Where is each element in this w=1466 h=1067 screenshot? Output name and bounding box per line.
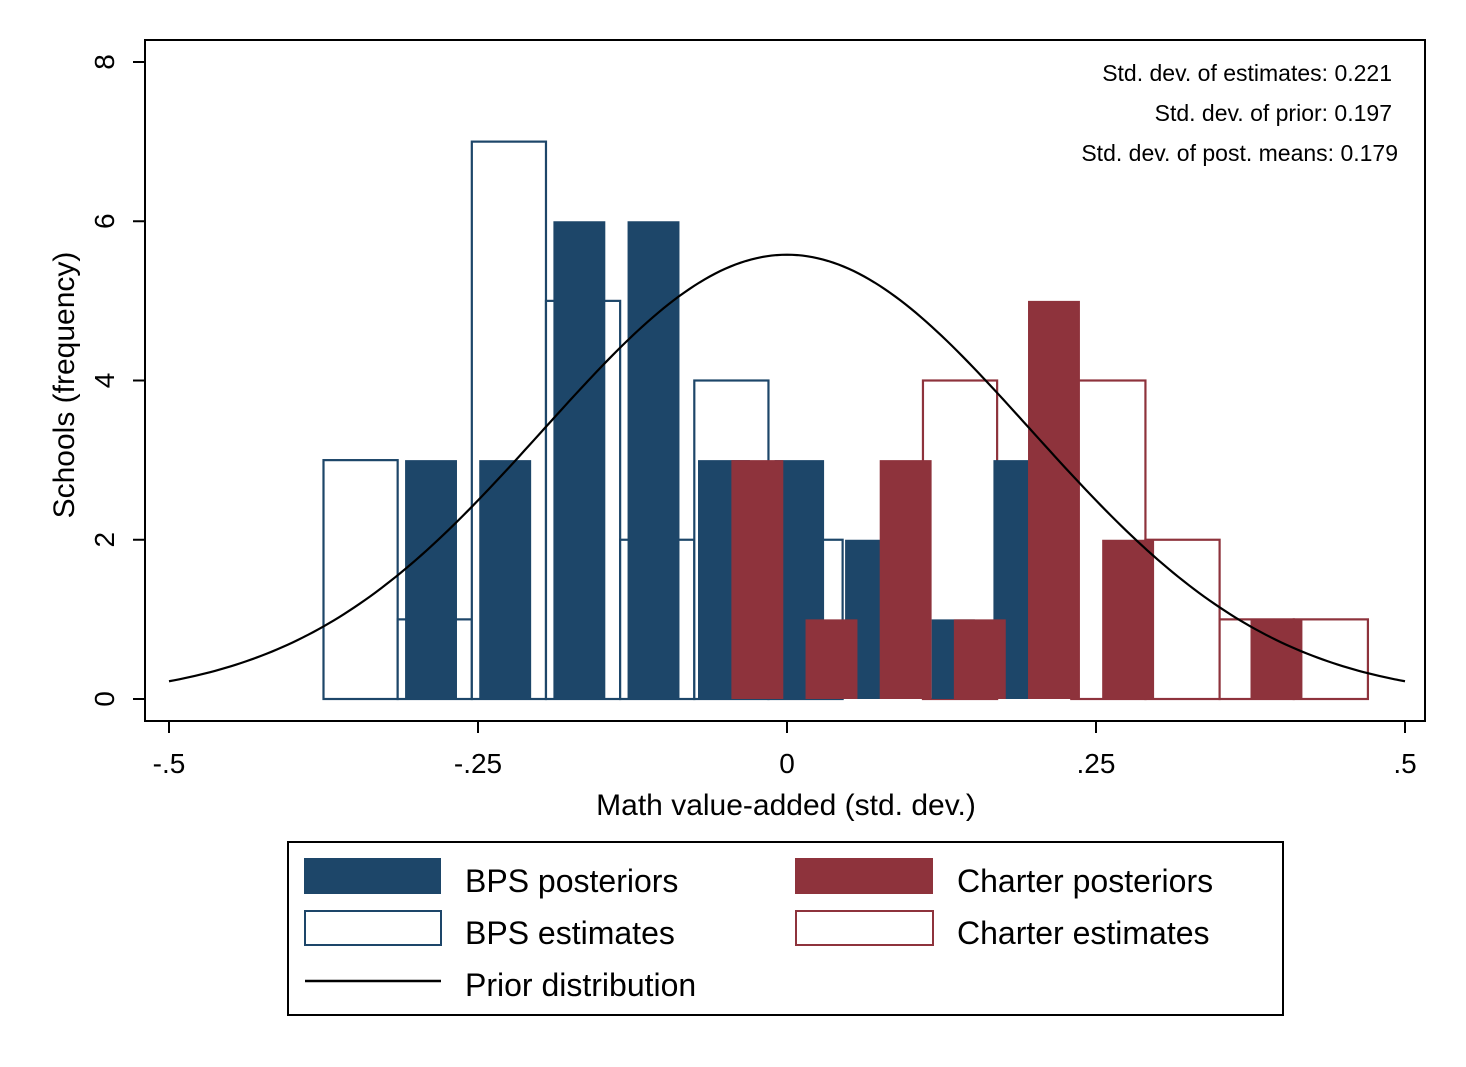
y-axis-title: Schools (frequency) xyxy=(48,252,81,519)
x-tick-label-1: -.25 xyxy=(454,748,502,779)
bar-charter-posteriors-4 xyxy=(1028,300,1080,699)
legend-swatch-bps-estimates xyxy=(304,910,442,946)
legend-label-charter-estimates: Charter estimates xyxy=(957,915,1210,951)
bar-charter-posteriors-5 xyxy=(1102,539,1155,699)
y-tick-label-4: 8 xyxy=(89,54,120,70)
legend-swatch-charter-estimates xyxy=(795,910,934,946)
legend-label-charter-posteriors: Charter posteriors xyxy=(957,863,1213,899)
bar-bps-posteriors-2 xyxy=(553,221,606,699)
x-tick-label-2: 0 xyxy=(779,748,795,779)
y-axis: 0 2 4 6 8 xyxy=(89,54,145,707)
annotation-sd-post-means: Std. dev. of post. means: 0.179 xyxy=(1081,140,1398,166)
legend-label-bps-posteriors: BPS posteriors xyxy=(465,863,678,899)
bar-charter-estimates-4 xyxy=(1292,618,1370,701)
bar-charter-estimates-2 xyxy=(1144,538,1221,701)
bar-charter-posteriors-1 xyxy=(805,619,858,699)
x-tick-label-3: .25 xyxy=(1077,748,1116,779)
annotation-sd-prior: Std. dev. of prior: 0.197 xyxy=(1155,100,1392,126)
legend: BPS posteriors Charter posteriors BPS es… xyxy=(287,841,1284,1016)
y-tick-label-2: 4 xyxy=(89,373,120,389)
bar-layer xyxy=(322,140,1370,701)
annotation-sd-estimates: Std. dev. of estimates: 0.221 xyxy=(1102,60,1392,86)
bar-bps-estimates-0 xyxy=(322,459,399,701)
x-tick-label-0: -.5 xyxy=(153,748,186,779)
y-tick-label-0: 0 xyxy=(89,691,120,707)
legend-frame xyxy=(287,841,1284,1016)
bar-bps-posteriors-3 xyxy=(627,221,680,699)
bar-bps-posteriors-1 xyxy=(479,460,532,699)
y-tick-label-3: 6 xyxy=(89,213,120,229)
legend-label-prior-distribution: Prior distribution xyxy=(465,967,696,1003)
x-axis-title: Math value-added (std. dev.) xyxy=(596,789,976,822)
annotation-box: Std. dev. of estimates: 0.221 Std. dev. … xyxy=(1081,60,1398,166)
x-axis: -.5 -.25 0 .25 .5 xyxy=(153,721,1417,779)
prior-distribution-curve xyxy=(168,253,1406,683)
legend-label-bps-estimates: BPS estimates xyxy=(465,915,675,951)
bar-charter-posteriors-3 xyxy=(953,619,1006,699)
bar-charter-posteriors-0 xyxy=(731,460,784,699)
y-tick-label-1: 2 xyxy=(89,532,120,548)
x-tick-label-4: .5 xyxy=(1393,748,1416,779)
bar-charter-posteriors-6 xyxy=(1250,619,1303,699)
legend-swatch-bps-posteriors xyxy=(304,858,441,894)
legend-swatch-charter-posteriors xyxy=(795,858,933,894)
bar-bps-posteriors-0 xyxy=(405,460,457,699)
bar-charter-posteriors-2 xyxy=(879,460,932,699)
